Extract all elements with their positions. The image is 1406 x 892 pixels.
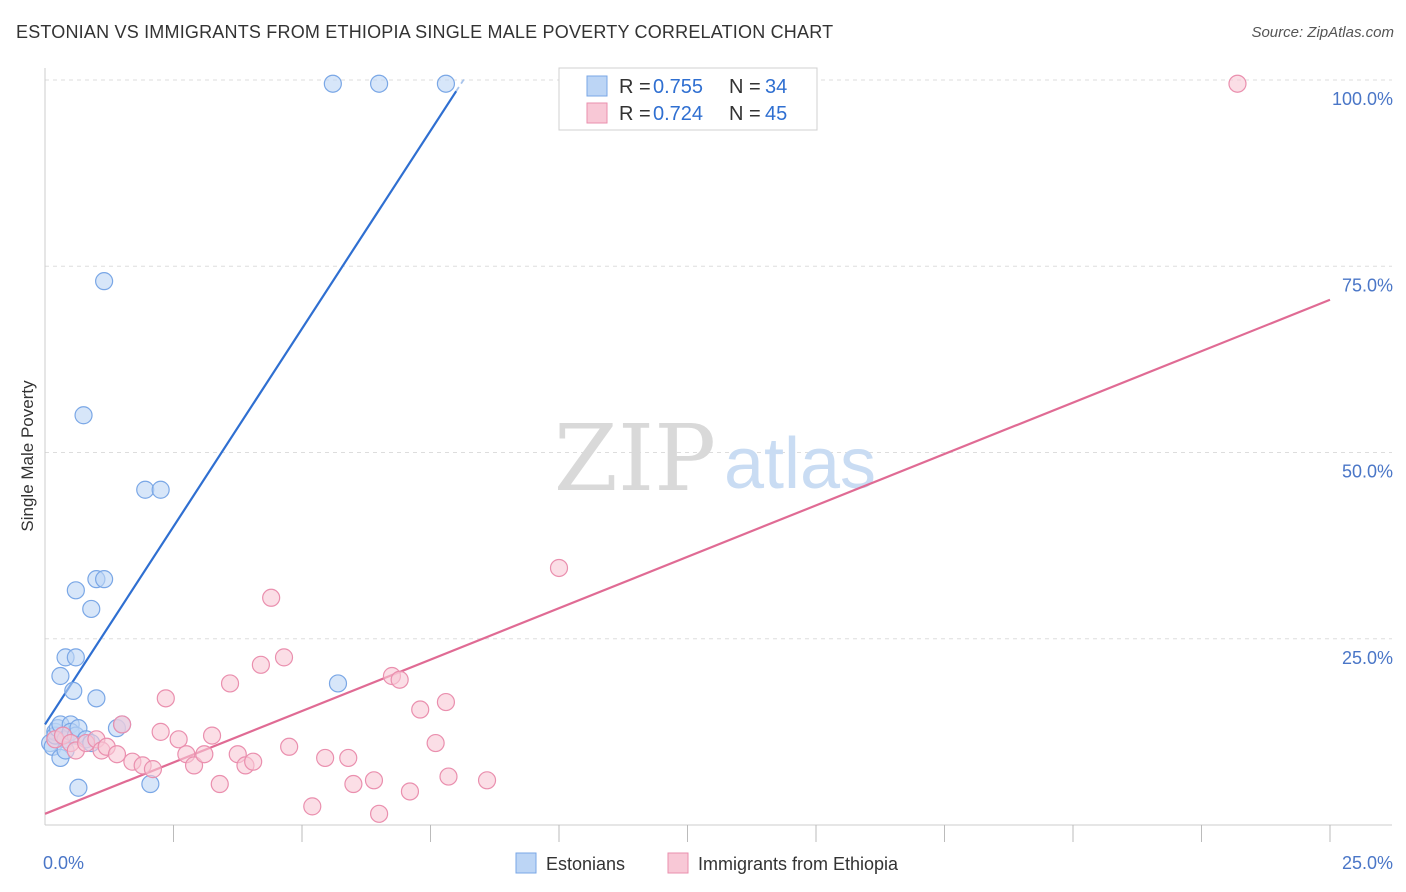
y-tick-label: 100.0% xyxy=(1332,89,1393,109)
data-point xyxy=(95,272,114,291)
legend: R = 0.755 N = 34 R = 0.724 N = 45 xyxy=(558,67,818,131)
data-point xyxy=(262,588,281,607)
data-point xyxy=(195,745,214,764)
data-point xyxy=(169,730,188,749)
data-point xyxy=(220,674,240,693)
data-point xyxy=(323,74,342,93)
data-point xyxy=(328,674,348,693)
bottom-legend: Estonians Immigrants from Ethiopia xyxy=(515,852,899,874)
y-tick-label: 25.0% xyxy=(1342,648,1393,668)
data-point xyxy=(64,681,83,701)
bottom-legend-swatch-ethiopia xyxy=(667,852,689,874)
bottom-legend-label-estonians: Estonians xyxy=(546,854,625,874)
data-point xyxy=(370,804,389,823)
data-point xyxy=(112,715,132,734)
legend-n-value-2: 45 xyxy=(765,103,787,125)
data-point xyxy=(411,700,430,719)
legend-n-value-1: 34 xyxy=(765,76,787,98)
chart-source: Source: ZipAtlas.com xyxy=(1251,24,1394,41)
data-point xyxy=(151,722,170,741)
data-point xyxy=(136,480,155,499)
data-point xyxy=(426,733,445,753)
gridlines xyxy=(45,79,1392,640)
data-point xyxy=(141,774,160,794)
data-point xyxy=(244,752,263,771)
data-point xyxy=(66,581,85,600)
data-point xyxy=(549,558,569,578)
data-point xyxy=(143,760,163,779)
data-point xyxy=(280,737,299,756)
data-point xyxy=(274,648,294,667)
data-point xyxy=(436,692,456,712)
legend-swatch-estonians xyxy=(586,75,608,97)
bottom-legend-label-ethiopia: Immigrants from Ethiopia xyxy=(698,854,899,874)
data-point xyxy=(339,748,358,768)
data-point xyxy=(95,570,114,589)
data-point xyxy=(51,666,70,686)
data-point xyxy=(202,726,222,745)
data-point xyxy=(210,774,229,794)
y-tick-label: 75.0% xyxy=(1342,275,1393,295)
data-point xyxy=(364,771,384,790)
legend-r-label-1: R = xyxy=(619,76,651,98)
legend-r-value-1: 0.755 xyxy=(653,76,703,98)
legend-n-label-2: N = xyxy=(729,103,761,125)
data-point xyxy=(156,689,175,708)
legend-r-value-2: 0.724 xyxy=(653,103,703,125)
data-point xyxy=(74,406,93,425)
legend-n-label-1: N = xyxy=(729,76,761,98)
data-point xyxy=(344,774,363,794)
trendline-extension xyxy=(455,75,467,92)
watermark: ZIP atlas xyxy=(554,405,876,512)
legend-r-label-2: R = xyxy=(619,103,651,125)
data-point xyxy=(400,782,420,801)
data-point xyxy=(251,655,270,674)
trendline xyxy=(44,298,1331,815)
bottom-legend-swatch-estonians xyxy=(515,852,537,874)
y-tick-label: 50.0% xyxy=(1342,462,1393,482)
data-point xyxy=(66,648,85,667)
data-point xyxy=(370,74,389,93)
data-point xyxy=(303,797,322,816)
data-point xyxy=(107,745,127,764)
data-point xyxy=(477,771,497,790)
axes xyxy=(44,68,1392,842)
tick-labels: 25.0% 50.0% 75.0% 100.0% 0.0% 25.0% xyxy=(43,89,1393,873)
legend-swatch-ethiopia xyxy=(586,102,608,124)
data-point xyxy=(184,756,204,775)
trendline xyxy=(44,90,458,726)
trendlines xyxy=(44,75,1331,815)
data-point xyxy=(151,480,170,499)
chart-title: ESTONIAN VS IMMIGRANTS FROM ETHIOPIA SIN… xyxy=(16,22,834,42)
data-point xyxy=(436,74,456,93)
x-tick-label: 0.0% xyxy=(43,853,84,873)
data-point xyxy=(69,778,88,797)
data-point xyxy=(87,689,106,708)
data-point xyxy=(316,748,335,768)
data-point xyxy=(390,670,409,689)
data-point xyxy=(1228,74,1247,93)
data-point xyxy=(82,599,101,619)
data-points xyxy=(41,74,1247,823)
x-tick-label: 25.0% xyxy=(1342,853,1393,873)
data-point xyxy=(439,767,458,786)
watermark-zip: ZIP xyxy=(554,405,716,512)
watermark-atlas: atlas xyxy=(724,424,876,504)
